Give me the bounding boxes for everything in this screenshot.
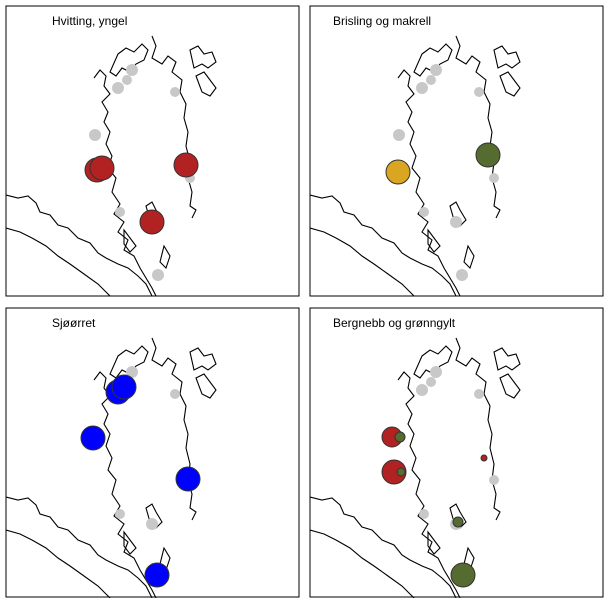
marker xyxy=(480,454,488,462)
marker xyxy=(173,152,199,178)
marker xyxy=(144,562,170,588)
marker xyxy=(475,142,501,168)
panel: Brisling og makrell xyxy=(309,5,604,297)
marker xyxy=(139,209,165,235)
marker xyxy=(394,431,406,443)
marker xyxy=(396,467,406,477)
panel-frame xyxy=(309,5,604,297)
marker xyxy=(89,155,115,181)
panel-frame xyxy=(5,5,300,297)
panel-title: Sjøørret xyxy=(52,316,96,330)
marker xyxy=(80,425,106,451)
panel: Hvitting, yngel xyxy=(5,5,300,297)
marker xyxy=(385,159,411,185)
panel: Sjøørret xyxy=(5,307,300,598)
marker xyxy=(111,374,137,400)
panel-title: Hvitting, yngel xyxy=(52,14,127,28)
panel: Bergnebb og grønngylt xyxy=(309,307,604,598)
panel-title: Bergnebb og grønngylt xyxy=(333,316,456,330)
marker xyxy=(381,459,407,485)
panel-frame xyxy=(309,307,604,598)
panel-title: Brisling og makrell xyxy=(333,14,431,28)
panel-frame xyxy=(5,307,300,598)
marker xyxy=(450,562,476,588)
marker xyxy=(452,516,464,528)
marker xyxy=(175,466,201,492)
